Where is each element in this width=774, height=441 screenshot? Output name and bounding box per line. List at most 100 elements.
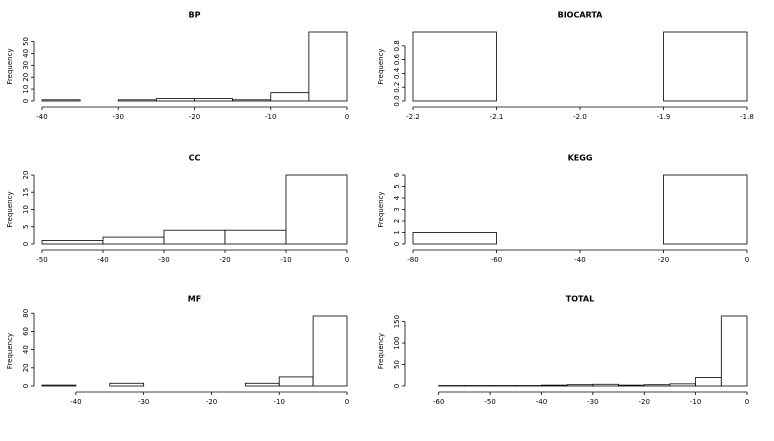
x-tick-label: -50 <box>36 256 47 264</box>
bar <box>232 99 272 102</box>
x-tick-label: -40 <box>97 256 108 264</box>
bar <box>412 232 497 245</box>
bar <box>285 174 348 245</box>
bar <box>270 92 310 102</box>
bar <box>102 236 165 245</box>
chart-title: KEGG <box>568 154 593 163</box>
x-tick-label: -20 <box>206 398 217 406</box>
x-tick-label: -20 <box>639 398 650 406</box>
chart-title: CC <box>189 154 201 163</box>
bar <box>41 240 104 245</box>
bar <box>312 315 348 387</box>
y-tick-label: 0 <box>22 384 30 388</box>
x-tick-label: -40 <box>536 398 547 406</box>
bar <box>308 31 348 102</box>
bar <box>163 229 226 245</box>
bar <box>278 376 314 387</box>
bar <box>224 229 287 245</box>
y-tick-label: 3 <box>393 207 401 211</box>
x-tick-label: -30 <box>138 398 149 406</box>
y-tick-label: 4 <box>393 195 401 200</box>
y-tick-label: 20 <box>22 363 30 372</box>
x-tick-label: -10 <box>280 256 291 264</box>
x-tick-label: 0 <box>745 256 749 264</box>
x-tick-label: -1.8 <box>740 113 754 121</box>
bar <box>663 174 748 245</box>
y-tick-label: 0.6 <box>393 53 401 65</box>
x-tick-label: 0 <box>345 398 349 406</box>
x-tick-label: -20 <box>219 256 230 264</box>
chart-title: MF <box>188 295 201 304</box>
x-tick-label: -60 <box>491 256 502 264</box>
y-tick-label: 0.4 <box>393 67 401 79</box>
bar <box>194 98 234 102</box>
bar <box>663 31 748 102</box>
y-tick-label: 100 <box>393 336 401 349</box>
y-tick-label: 150 <box>393 315 401 328</box>
bar <box>566 384 594 387</box>
y-tick-label: 60 <box>22 327 30 336</box>
bar <box>669 383 697 387</box>
y-tick-label: 15 <box>22 188 30 197</box>
bar <box>244 382 280 387</box>
y-tick-label: 40 <box>22 49 30 58</box>
bar <box>618 384 645 387</box>
x-tick-label: -40 <box>36 113 47 121</box>
x-tick-label: -20 <box>189 113 200 121</box>
y-tick-label: 1 <box>393 230 401 234</box>
x-tick-label: -30 <box>113 113 124 121</box>
x-tick-label: -40 <box>574 256 585 264</box>
x-tick-label: -40 <box>70 398 81 406</box>
y-tick-label: 0.8 <box>393 40 401 51</box>
y-tick-label: 0.0 <box>393 95 401 106</box>
x-tick-label: -2.2 <box>406 113 420 121</box>
bar <box>117 99 157 102</box>
y-tick-label: 40 <box>22 345 30 354</box>
y-axis-label: Frequency <box>6 48 14 84</box>
y-tick-label: 10 <box>22 205 30 214</box>
y-tick-label: 0 <box>22 242 30 246</box>
y-tick-label: 5 <box>22 225 30 229</box>
y-tick-label: 80 <box>22 309 30 318</box>
y-axis-label: Frequency <box>377 191 385 227</box>
x-tick-label: 0 <box>745 398 749 406</box>
x-tick-label: -50 <box>484 398 495 406</box>
bar <box>109 382 145 387</box>
y-tick-label: 50 <box>22 37 30 46</box>
bar <box>41 99 81 102</box>
bar <box>695 377 722 387</box>
y-tick-label: 20 <box>22 73 30 82</box>
x-tick-label: -60 <box>433 398 444 406</box>
chart-title: BP <box>189 11 201 20</box>
y-axis-label: Frequency <box>377 48 385 84</box>
x-tick-label: 0 <box>345 113 349 121</box>
y-tick-label: 20 <box>22 171 30 180</box>
bar <box>41 384 77 387</box>
x-tick-label: -2.0 <box>573 113 587 121</box>
y-tick-label: 10 <box>22 85 30 94</box>
bar <box>541 384 568 387</box>
bar <box>592 383 619 387</box>
y-axis-label: Frequency <box>6 333 14 369</box>
y-axis-label: Frequency <box>6 191 14 227</box>
bar <box>155 98 195 102</box>
y-tick-label: 0 <box>393 242 401 246</box>
bar <box>643 384 671 387</box>
y-tick-label: 6 <box>393 172 401 177</box>
y-tick-label: 50 <box>393 360 401 369</box>
y-tick-label: 0 <box>393 384 401 388</box>
x-tick-label: -10 <box>274 398 285 406</box>
y-axis-label: Frequency <box>377 333 385 369</box>
y-tick-label: 5 <box>393 184 401 188</box>
y-tick-label: 2 <box>393 219 401 223</box>
bar <box>412 31 497 102</box>
x-tick-label: -80 <box>407 256 418 264</box>
x-tick-label: -10 <box>690 398 701 406</box>
chart-title: TOTAL <box>566 295 594 304</box>
x-tick-label: -30 <box>158 256 169 264</box>
y-tick-label: 0 <box>22 99 30 103</box>
y-tick-label: 0.2 <box>393 82 401 93</box>
y-tick-label: 30 <box>22 61 30 70</box>
